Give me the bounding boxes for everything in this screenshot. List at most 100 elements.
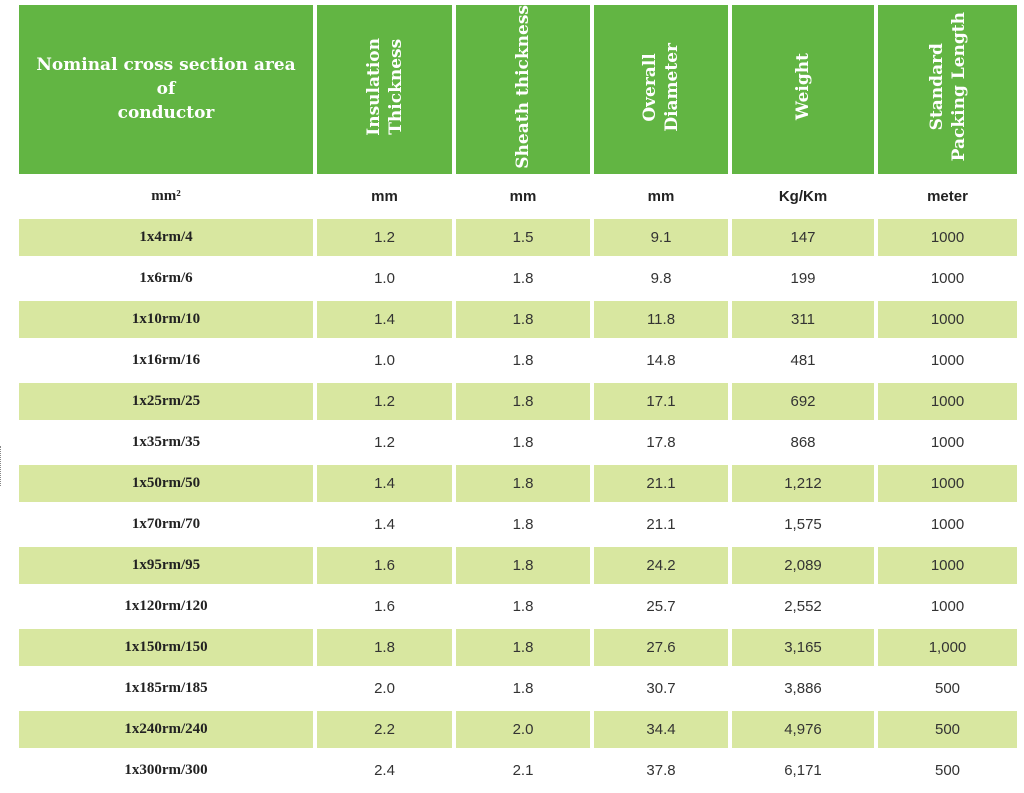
cable-spec-table-container: Nominal cross section area of conductor … <box>17 3 1019 793</box>
table-row: 1x50rm/50 1.4 1.8 21.1 1,212 1000 <box>19 464 1017 502</box>
cell-cross-section: 1x35rm/35 <box>131 433 201 450</box>
table-row: 1x35rm/35 1.2 1.8 17.8 868 1000 <box>19 424 1017 461</box>
table-row: 1x185rm/185 2.0 1.8 30.7 3,886 500 <box>19 670 1017 707</box>
cell-packing-length: 1000 <box>930 269 965 287</box>
cell-insulation: 1.0 <box>374 269 395 287</box>
cell-diameter: 11.8 <box>594 300 728 338</box>
table-row: 1x4rm/4 1.2 1.5 9.1 147 1000 <box>19 218 1017 256</box>
cell-insulation: 1.4 <box>374 515 395 533</box>
cell-cross-section: 1x95rm/95 <box>19 546 313 584</box>
cell-weight: 868 <box>790 433 816 451</box>
cell-packing-length: 500 <box>934 679 961 697</box>
table-row: 1x95rm/95 1.6 1.8 24.2 2,089 1000 <box>19 546 1017 584</box>
header-packing-line-1: Standard <box>926 43 947 131</box>
cell-insulation: 1.2 <box>374 433 395 451</box>
cell-sheath: 1.8 <box>512 433 534 451</box>
header-insulation-line-1: Insulation <box>363 37 384 136</box>
cell-weight: 6,171 <box>784 761 822 779</box>
cell-diameter: 25.7 <box>646 597 676 615</box>
cell-weight: 481 <box>790 351 816 369</box>
cell-cross-section: 1x185rm/185 <box>124 679 208 696</box>
cell-packing-length: 500 <box>934 761 961 779</box>
cell-diameter: 9.8 <box>650 269 672 287</box>
cell-cross-section: 1x16rm/16 <box>131 351 201 368</box>
cell-diameter: 21.1 <box>594 464 728 502</box>
cell-sheath: 1.5 <box>456 218 590 256</box>
cell-diameter: 17.8 <box>646 433 676 451</box>
header-weight-line-1: Weight <box>793 53 813 121</box>
cell-packing-length: 1000 <box>878 464 1017 502</box>
cell-diameter: 37.8 <box>646 761 676 779</box>
cell-cross-section: 1x240rm/240 <box>19 710 313 748</box>
header-sheath-thickness: Sheath thickness <box>456 5 590 174</box>
cell-sheath: 1.8 <box>512 679 534 697</box>
cell-sheath: 1.8 <box>512 351 534 369</box>
cell-sheath: 2.1 <box>512 761 534 779</box>
cell-weight: 1,212 <box>732 464 874 502</box>
cell-insulation: 1.4 <box>317 464 452 502</box>
table-row: 1x16rm/16 1.0 1.8 14.8 481 1000 <box>19 342 1017 379</box>
unit-diameter: mm <box>647 187 675 205</box>
cell-diameter: 30.7 <box>646 679 676 697</box>
header-row: Nominal cross section area of conductor … <box>19 5 1017 174</box>
cell-cross-section: 1x50rm/50 <box>19 464 313 502</box>
header-sheath-line-1: Sheath thickness <box>513 5 533 169</box>
header-cross-section: Nominal cross section area of conductor <box>19 5 313 174</box>
cell-weight: 147 <box>732 218 874 256</box>
cell-insulation: 1.2 <box>317 218 452 256</box>
header-packing-length: Standard Packing Length <box>878 5 1017 174</box>
cell-sheath: 1.8 <box>512 269 534 287</box>
cell-insulation: 1.2 <box>317 382 452 420</box>
cell-insulation: 1.8 <box>317 628 452 666</box>
cell-sheath: 1.8 <box>456 546 590 584</box>
unit-packing-length: meter <box>927 187 968 205</box>
cell-cross-section: 1x70rm/70 <box>131 515 201 532</box>
cell-weight: 3,886 <box>784 679 822 697</box>
cell-insulation: 2.0 <box>374 679 395 697</box>
cell-cross-section: 1x10rm/10 <box>19 300 313 338</box>
table-row: 1x300rm/300 2.4 2.1 37.8 6,171 500 <box>19 752 1017 789</box>
cell-sheath: 1.8 <box>512 515 534 533</box>
header-insulation-thickness: Insulation Thickness <box>317 5 452 174</box>
cell-diameter: 14.8 <box>646 351 676 369</box>
units-row: mm² mm mm mm Kg/Km meter <box>19 178 1017 215</box>
cell-packing-length: 1000 <box>878 300 1017 338</box>
cell-weight: 1,575 <box>784 515 822 533</box>
cell-packing-length: 1000 <box>930 433 965 451</box>
cell-weight: 199 <box>790 269 816 287</box>
cell-insulation: 2.2 <box>317 710 452 748</box>
cell-diameter: 27.6 <box>594 628 728 666</box>
table-row: 1x70rm/70 1.4 1.8 21.1 1,575 1000 <box>19 506 1017 543</box>
unit-sheath: mm <box>509 187 537 205</box>
cell-packing-length: 1000 <box>878 218 1017 256</box>
cell-packing-length: 1000 <box>930 515 965 533</box>
cell-packing-length: 1,000 <box>878 628 1017 666</box>
cell-cross-section: 1x300rm/300 <box>124 761 208 778</box>
cable-spec-table: Nominal cross section area of conductor … <box>15 1 1021 793</box>
table-row: 1x240rm/240 2.2 2.0 34.4 4,976 500 <box>19 710 1017 748</box>
cell-weight: 311 <box>732 300 874 338</box>
cell-diameter: 24.2 <box>594 546 728 584</box>
unit-cross-section: mm² <box>151 187 181 204</box>
cell-insulation: 1.6 <box>374 597 395 615</box>
cell-cross-section: 1x120rm/120 <box>124 597 208 614</box>
table-row: 1x25rm/25 1.2 1.8 17.1 692 1000 <box>19 382 1017 420</box>
header-overall-diameter: Overall Diameter <box>594 5 728 174</box>
header-cross-section-line-2: conductor <box>117 103 215 124</box>
cell-cross-section: 1x4rm/4 <box>19 218 313 256</box>
header-cross-section-line-1: Nominal cross section area of <box>36 55 296 100</box>
unit-weight: Kg/Km <box>778 187 828 205</box>
table-row: 1x6rm/6 1.0 1.8 9.8 199 1000 <box>19 260 1017 297</box>
page-edge-mark <box>0 446 4 486</box>
cell-sheath: 1.8 <box>456 300 590 338</box>
cell-weight: 692 <box>732 382 874 420</box>
header-diameter-line-1: Overall <box>640 52 660 122</box>
cell-sheath: 1.8 <box>456 464 590 502</box>
cell-packing-length: 1000 <box>930 351 965 369</box>
cell-packing-length: 500 <box>878 710 1017 748</box>
cell-cross-section: 1x6rm/6 <box>139 269 193 286</box>
cell-diameter: 34.4 <box>594 710 728 748</box>
header-weight: Weight <box>732 5 874 174</box>
cell-sheath: 1.8 <box>456 382 590 420</box>
cell-weight: 3,165 <box>732 628 874 666</box>
